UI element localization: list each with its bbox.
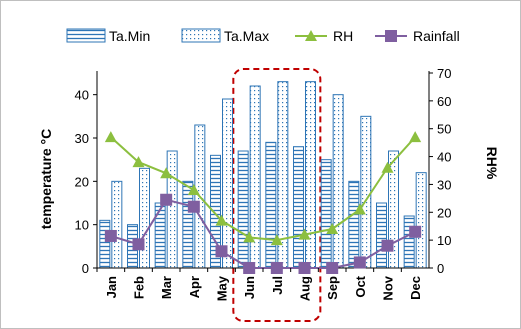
x-tick-label: Sep xyxy=(325,276,340,300)
legend-label-tamin: Ta.Min xyxy=(109,28,150,44)
bar-tamin xyxy=(376,202,387,269)
y2-tick-label: 30 xyxy=(437,177,451,192)
marker-rh xyxy=(243,231,256,243)
y2-tick-label: 10 xyxy=(437,233,451,248)
x-tick-label: Jun xyxy=(242,276,257,299)
marker-rh xyxy=(187,184,200,195)
bar-tamin xyxy=(154,202,166,269)
marker-rainfall xyxy=(381,239,394,252)
bar-tamax xyxy=(222,98,233,269)
legend-swatch-tamax xyxy=(181,28,221,43)
bar-tamin xyxy=(348,180,360,269)
bar-tamax xyxy=(305,81,316,269)
marker-rainfall xyxy=(132,238,145,251)
y-axis-label: temperature °C xyxy=(38,129,54,230)
bar-tamin xyxy=(320,159,332,269)
marker-rainfall xyxy=(353,256,366,269)
x-tick-label: Mar xyxy=(159,276,174,299)
highlight-group xyxy=(232,68,322,322)
marker-rainfall xyxy=(215,245,228,258)
bar-tamin xyxy=(99,219,111,269)
bar-tamin xyxy=(265,141,277,269)
y2-tick-label: 50 xyxy=(437,122,451,137)
y-tick-label: 40 xyxy=(75,88,89,103)
marker-rh xyxy=(326,223,339,234)
y2-tick-label: 20 xyxy=(437,205,451,220)
marker-rainfall xyxy=(270,262,283,274)
bar-tamax xyxy=(415,172,427,269)
y2-axis-label: RH% xyxy=(484,147,500,180)
marker-rainfall xyxy=(104,229,117,242)
x-tick-label: Apr xyxy=(187,276,202,298)
marker-rh xyxy=(381,161,394,173)
marker-rainfall xyxy=(243,262,256,274)
marker-rainfall xyxy=(187,200,200,213)
bar-tamin xyxy=(237,150,249,269)
bar-tamax xyxy=(139,167,150,269)
legend-swatch-tamin xyxy=(66,28,106,43)
marker-rh xyxy=(270,234,283,246)
marker-rh xyxy=(104,131,117,143)
x-tick-label: Dec xyxy=(408,276,423,300)
x-tick-label: Jul xyxy=(270,276,285,295)
lines-group xyxy=(104,131,422,274)
highlight-box xyxy=(232,68,322,322)
legend-marker-rh xyxy=(305,30,317,41)
marker-rh xyxy=(409,131,422,143)
legend: Ta.Min Ta.Max RH Rainfall xyxy=(66,28,460,44)
y2-tick-label: 40 xyxy=(437,150,451,165)
marker-rh xyxy=(298,228,311,240)
y2-tick-label: 0 xyxy=(437,261,444,276)
bar-tamin xyxy=(403,215,415,269)
y2-tick-label: 70 xyxy=(437,66,451,81)
x-tick-label: Feb xyxy=(132,276,147,299)
bar-tamin xyxy=(293,146,304,269)
legend-label-rainfall: Rainfall xyxy=(413,28,460,44)
bar-tamax xyxy=(166,150,178,269)
bars-group xyxy=(99,81,427,269)
legend-marker-rainfall xyxy=(385,30,397,42)
marker-rainfall xyxy=(326,262,339,274)
marker-rh xyxy=(353,203,366,215)
y-tick-label: 30 xyxy=(75,131,89,146)
marker-rainfall xyxy=(298,262,311,274)
bar-tamax xyxy=(332,94,344,269)
marker-rainfall xyxy=(160,193,173,206)
ticks-group: 0 10 20 30 40 0 10 20 30 40 50 60 70 Jan Feb Mar Apr May J… xyxy=(75,66,452,301)
legend-label-tamax: Ta.Max xyxy=(224,28,269,44)
marker-rh xyxy=(132,156,145,168)
y-tick-label: 10 xyxy=(75,218,89,233)
marker-rh xyxy=(215,214,228,226)
marker-rainfall xyxy=(409,225,422,238)
legend-label-rh: RH xyxy=(333,28,353,44)
x-tick-label: Oct xyxy=(353,275,368,297)
line-rh xyxy=(110,136,416,242)
y-tick-label: 0 xyxy=(82,261,89,276)
x-tick-label: Nov xyxy=(381,275,396,300)
y2-tick-label: 60 xyxy=(437,94,451,109)
x-tick-label: Jan xyxy=(104,276,119,298)
x-tick-label: Aug xyxy=(298,276,313,301)
x-tick-label: May xyxy=(215,275,230,301)
bar-tamax xyxy=(360,115,372,269)
marker-rh xyxy=(160,167,173,179)
bar-tamax xyxy=(111,180,123,269)
y-tick-label: 20 xyxy=(75,174,89,189)
